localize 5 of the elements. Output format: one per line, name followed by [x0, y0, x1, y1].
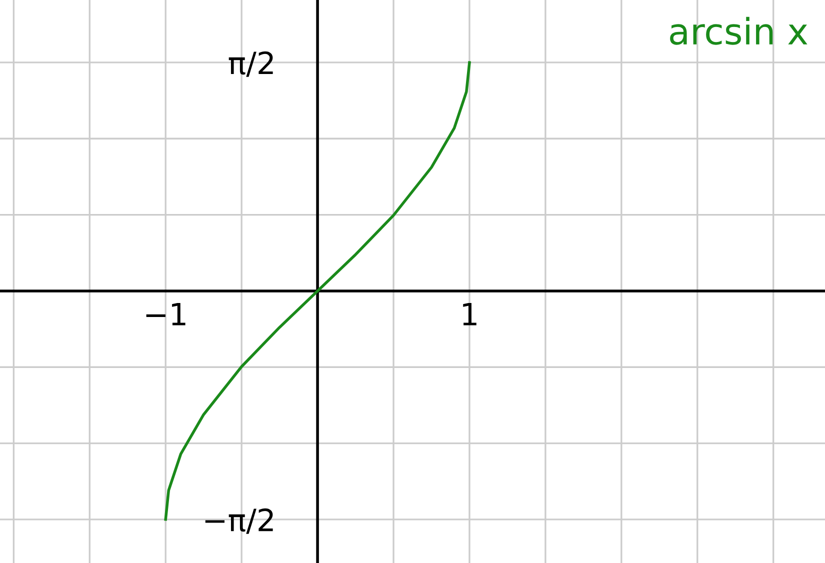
x-tick-label: 1 — [463, 303, 476, 326]
x-tick-label: −1 — [146, 303, 186, 326]
y-tick-label: −π/2 — [205, 508, 273, 534]
y-tick-label: π/2 — [228, 51, 273, 77]
annotation: arcsin x — [670, 16, 808, 45]
